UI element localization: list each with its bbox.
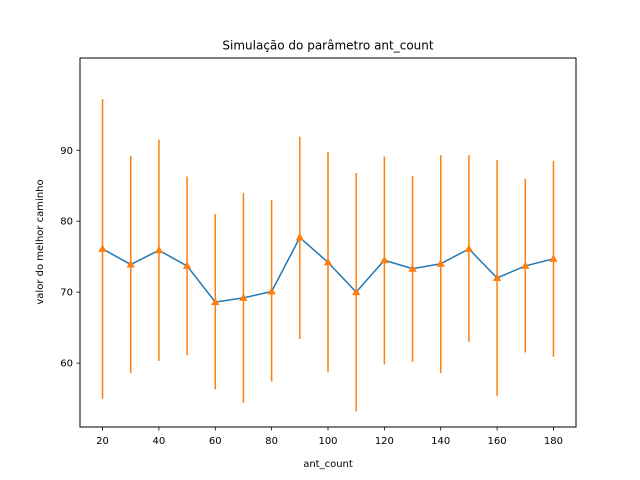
x-tick-label: 60 bbox=[209, 436, 222, 447]
axes-ticks: 20 40 60 80 100 120 140 160 180 60 70 80 90 bbox=[60, 146, 563, 447]
data-point-marker bbox=[295, 233, 305, 241]
x-tick-label: 120 bbox=[375, 436, 394, 447]
x-tick-label: 80 bbox=[265, 436, 278, 447]
plot-area bbox=[98, 99, 558, 412]
data-point-marker bbox=[492, 273, 502, 281]
x-tick-label: 160 bbox=[488, 436, 507, 447]
x-tick-label: 140 bbox=[431, 436, 450, 447]
x-axis-label: ant_count bbox=[303, 459, 353, 470]
data-point-marker bbox=[408, 264, 417, 272]
x-tick-label: 20 bbox=[96, 436, 109, 447]
y-axis-label: valor do melhor caminho bbox=[35, 179, 46, 304]
data-point-marker bbox=[464, 244, 474, 252]
data-point-marker bbox=[436, 259, 445, 267]
y-tick-label: 60 bbox=[60, 359, 73, 370]
data-point-marker bbox=[126, 259, 135, 268]
data-point-marker bbox=[521, 261, 530, 269]
data-point-marker bbox=[351, 287, 361, 296]
data-point-marker bbox=[549, 254, 558, 262]
data-point-marker bbox=[239, 293, 248, 301]
data-point-marker bbox=[154, 245, 164, 254]
x-tick-label: 180 bbox=[544, 436, 563, 447]
x-tick-label: 100 bbox=[318, 436, 337, 447]
chart-title: Simulação do parâmetro ant_count bbox=[222, 39, 433, 53]
data-point-marker bbox=[380, 255, 389, 264]
data-point-marker bbox=[182, 261, 192, 269]
y-tick-label: 70 bbox=[60, 288, 73, 299]
data-point-marker bbox=[98, 244, 107, 252]
x-tick-label: 40 bbox=[153, 436, 166, 447]
data-point-marker bbox=[211, 297, 220, 306]
data-point-marker bbox=[323, 257, 333, 266]
data-point-marker bbox=[267, 286, 276, 295]
y-tick-label: 90 bbox=[60, 146, 73, 157]
y-tick-label: 80 bbox=[60, 217, 73, 228]
